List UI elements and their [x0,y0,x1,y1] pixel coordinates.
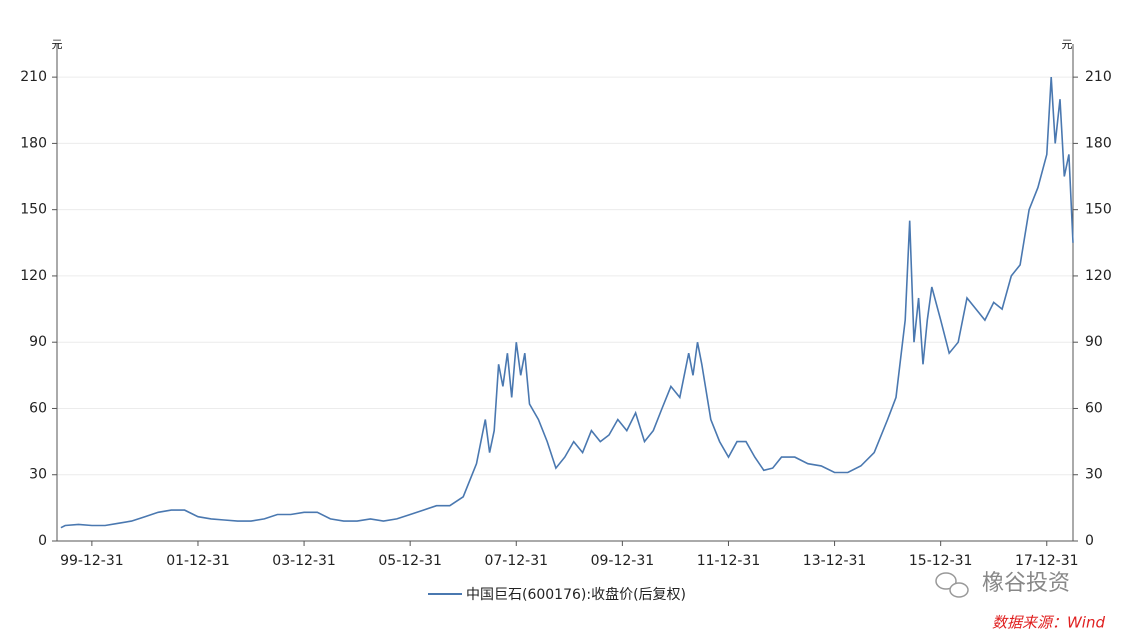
x-tick-label: 13-12-31 [803,553,867,569]
x-tick-label: 15-12-31 [909,553,973,569]
source: 数据来源：Wind [992,614,1106,632]
legend-label: 中国巨石(600176):收盘价(后复权) [466,586,686,603]
y2-tick-label: 150 [1085,202,1112,218]
y-tick-label: 180 [20,135,47,151]
y-tick-label: 30 [29,467,47,483]
watermark-icon [935,572,969,598]
y-tick-label: 90 [29,334,47,350]
x-tick-label: 01-12-31 [166,553,230,569]
x-tick-label: 03-12-31 [272,553,336,569]
x-tick-label: 05-12-31 [378,553,442,569]
y2-tick-label: 0 [1085,533,1094,549]
y2-tick-label: 30 [1085,467,1103,483]
x-tick-label: 99-12-31 [60,553,124,569]
line-series [60,77,1074,529]
x-tick-label: 09-12-31 [591,553,655,569]
y2-tick-label: 210 [1085,69,1112,85]
y2-tick-label: 60 [1085,400,1103,416]
y2-tick-label: 90 [1085,334,1103,350]
watermark: 橡谷投资 [982,571,1070,596]
x-tick-label: 07-12-31 [484,553,548,569]
y-tick-label: 150 [20,202,47,218]
x-tick-label: 17-12-31 [1015,553,1079,569]
y2-axis-unit: 元 [1062,38,1073,51]
y2-tick-label: 120 [1085,268,1112,284]
y-tick-label: 210 [20,69,47,85]
x-tick-label: 11-12-31 [697,553,761,569]
y-tick-label: 60 [29,400,47,416]
y-tick-label: 0 [38,533,47,549]
y-tick-label: 120 [20,268,47,284]
y2-tick-label: 180 [1085,135,1112,151]
